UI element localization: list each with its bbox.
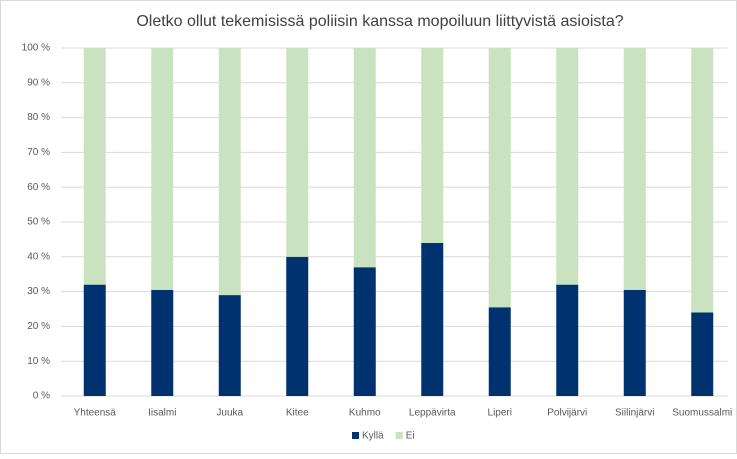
chart-title: Oletko ollut tekemisissä poliisin kanssa… (136, 13, 623, 30)
y-tick-label: 50 % (27, 217, 50, 228)
y-tick-label: 30 % (27, 286, 50, 297)
bar-segment (151, 48, 174, 290)
y-tick-label: 0 % (33, 391, 50, 402)
bar-segment (623, 48, 646, 290)
bar-segment (218, 295, 241, 396)
bar-segment (421, 48, 444, 243)
bar-segment (353, 267, 376, 396)
bar-segment (691, 48, 714, 313)
bar-segment (218, 48, 241, 296)
bar-segment (353, 48, 376, 268)
y-tick-label: 90 % (27, 77, 50, 88)
bar-segment (83, 284, 106, 396)
bar-segment (691, 312, 714, 396)
x-tick-label: Iisalmi (148, 408, 176, 419)
y-tick-label: 80 % (27, 112, 50, 123)
bar-segment (556, 284, 579, 396)
bar-segment (286, 256, 309, 396)
y-tick-label: 100 % (22, 43, 50, 54)
y-tick-label: 70 % (27, 147, 50, 158)
bar-segment (151, 289, 174, 396)
x-tick-label: Suomussalmi (672, 408, 732, 419)
legend-swatch (395, 432, 403, 439)
bar-segment (488, 307, 511, 396)
y-tick-label: 40 % (27, 251, 50, 262)
y-tick-label: 60 % (27, 182, 50, 193)
y-tick-label: 10 % (27, 356, 50, 367)
x-tick-label: Kuhmo (349, 408, 381, 419)
x-tick-label: Liperi (488, 408, 512, 419)
bar-segment (623, 289, 646, 396)
x-tick-label: Yhteensä (74, 408, 117, 419)
bar-segment (488, 48, 511, 308)
x-tick-label: Kitee (286, 408, 309, 419)
bar-segment (421, 242, 444, 396)
bar-segment (286, 48, 309, 257)
legend-swatch (352, 432, 359, 439)
x-tick-label: Siilinjärvi (615, 408, 654, 419)
bar-segment (556, 48, 579, 285)
y-tick-label: 20 % (27, 321, 50, 332)
bar-segment (83, 48, 106, 285)
x-tick-label: Leppävirta (409, 408, 456, 419)
x-tick-label: Polvijärvi (547, 408, 587, 419)
legend-label: Ei (406, 431, 415, 442)
x-tick-label: Juuka (216, 408, 243, 419)
legend-label: Kyllä (362, 431, 384, 442)
